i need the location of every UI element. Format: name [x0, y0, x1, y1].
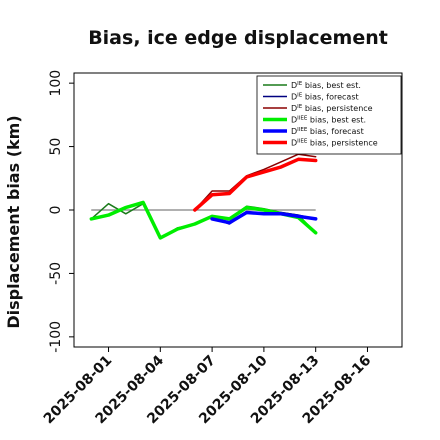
- legend-entry-prefix: D: [291, 116, 297, 125]
- series-line-2: [194, 153, 317, 211]
- legend-entry-suffix: bias, best est.: [307, 116, 366, 125]
- legend-entry-prefix: D: [291, 139, 297, 148]
- y-tick-label: 50: [48, 138, 64, 156]
- y-tick-label: -100: [48, 321, 64, 353]
- legend-entry-sup: IE: [297, 93, 303, 99]
- legend-entry: DIE bias, best est.: [291, 81, 361, 90]
- legend-entry-sup: IIEE: [297, 116, 308, 122]
- legend-entry-prefix: D: [291, 93, 297, 102]
- legend-entry-prefix: D: [291, 127, 297, 136]
- y-tick-label: 0: [48, 206, 64, 215]
- legend-entry-sup: IE: [297, 81, 303, 87]
- legend-entry: DIIEE bias, best est.: [291, 116, 366, 125]
- y-tick-label: -50: [48, 262, 64, 285]
- y-axis-label: Displacement bias (km): [4, 115, 23, 328]
- legend: DIE bias, best est.DIE bias, forecastDIE…: [256, 75, 402, 155]
- legend-entry-suffix: bias, persistence: [302, 104, 372, 113]
- series-line-4: [210, 210, 318, 225]
- legend-entry: DIIEE bias, persistence: [291, 139, 378, 148]
- chart-title: Bias, ice edge displacement: [88, 27, 388, 49]
- legend-entry-suffix: bias, best est.: [302, 81, 361, 90]
- legend-entry: DIE bias, forecast: [291, 93, 359, 102]
- legend-entry-suffix: bias, persistence: [307, 139, 377, 148]
- legend-entry: DIE bias, persistence: [291, 104, 373, 113]
- legend-entry-suffix: bias, forecast: [302, 93, 358, 102]
- legend-entry-suffix: bias, forecast: [307, 127, 363, 136]
- legend-entry-prefix: D: [291, 81, 297, 90]
- legend-entry-sup: IIEE: [297, 127, 308, 133]
- legend-entry-prefix: D: [291, 104, 297, 113]
- series-line-5: [193, 157, 318, 212]
- y-tick-label: 100: [48, 70, 64, 97]
- legend-entry-sup: IIEE: [297, 139, 308, 145]
- legend-entry-sup: IE: [297, 104, 303, 110]
- legend-entry: DIIEE bias, forecast: [291, 127, 364, 136]
